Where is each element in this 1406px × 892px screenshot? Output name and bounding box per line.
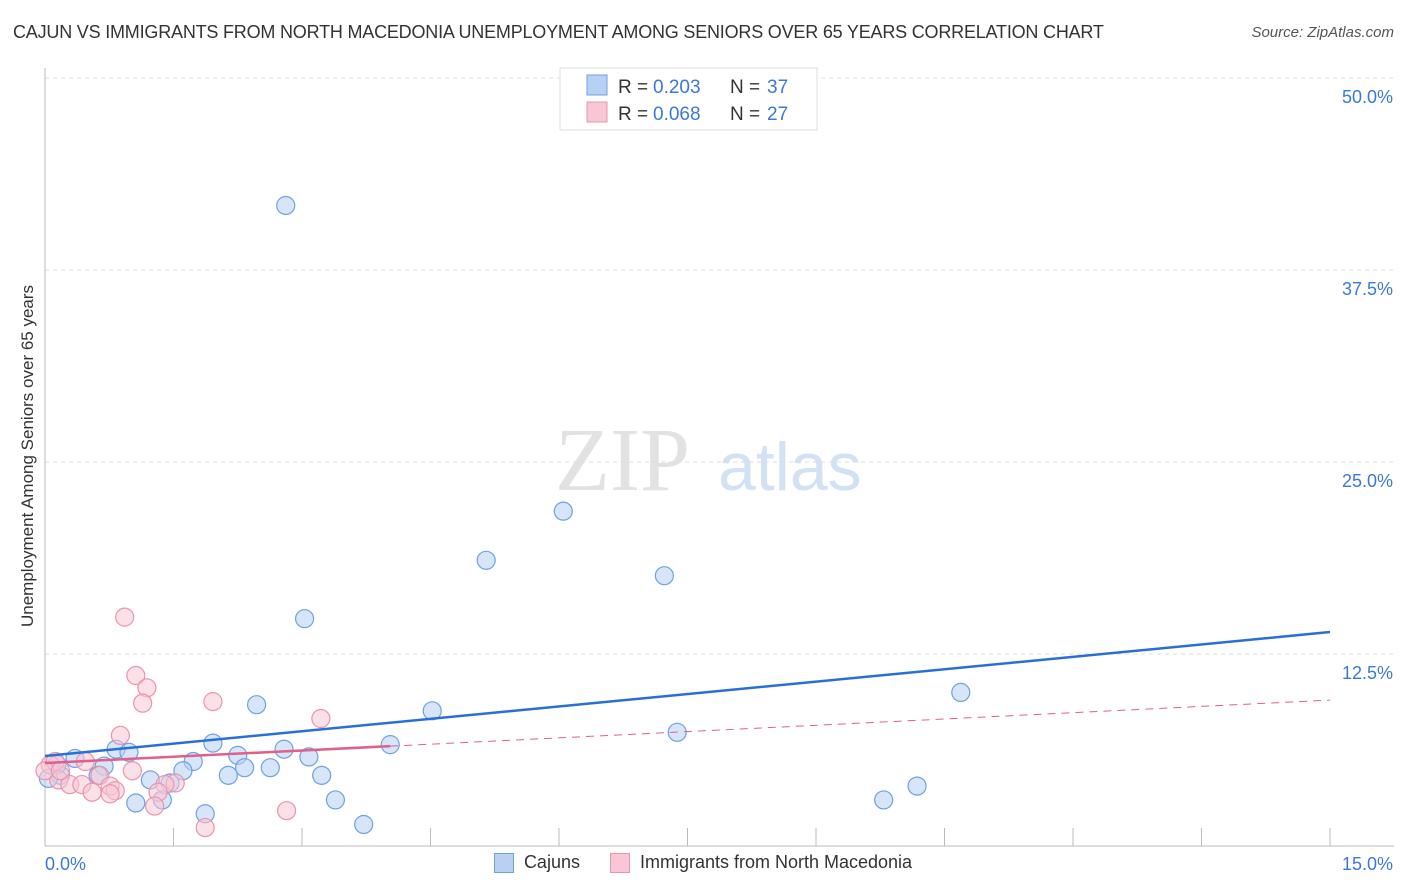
cajuns-point (354, 814, 374, 835)
y-tick-label: 37.5% (1342, 279, 1393, 299)
immigrants-point (115, 607, 135, 627)
bottom-legend: Cajuns Immigrants from North Macedonia (0, 852, 1406, 873)
cajuns-point (312, 765, 332, 785)
immigrants-point (126, 665, 146, 686)
cajuns-point (274, 739, 294, 759)
legend-swatch (586, 101, 608, 123)
watermark-zip: ZIP (555, 411, 690, 510)
y-axis-label: Unemployment Among Seniors over 65 years (18, 285, 37, 627)
immigrants-point (203, 692, 223, 712)
y-tick-label: 12.5% (1342, 663, 1393, 683)
legend-label: Immigrants from North Macedonia (639, 852, 913, 872)
immigrants-point (311, 708, 331, 729)
immigrants-point (100, 784, 120, 804)
legend-label: Cajuns (523, 852, 580, 872)
cajuns-point (235, 758, 255, 778)
cajuns-point (654, 566, 674, 586)
watermark-atlas: atlas (718, 429, 862, 505)
cajuns-point (874, 790, 894, 810)
y-tick-label: 25.0% (1342, 471, 1393, 491)
cajuns-point (553, 501, 573, 521)
cajuns-swatch (493, 852, 514, 873)
chart-title: CAJUN VS IMMIGRANTS FROM NORTH MACEDONIA… (13, 22, 1104, 42)
source-label: Source: ZipAtlas.com (1251, 24, 1394, 41)
immigrants-point (195, 817, 215, 838)
x-tick-label: 15.0% (1342, 854, 1393, 874)
legend-n-value: 37 (767, 77, 788, 98)
legend-item-immigrants[interactable]: Immigrants from North Macedonia (609, 852, 913, 873)
cajuns-point (380, 735, 400, 755)
cajuns-point (126, 793, 146, 813)
legend-n-label: N = (730, 104, 760, 125)
legend-r-label: R = (618, 77, 648, 98)
immigrants-trend-extension (390, 699, 1331, 747)
cajuns-point (476, 550, 496, 570)
cajuns-point (299, 747, 319, 767)
cajuns-point (907, 776, 927, 796)
legend-swatch (586, 74, 608, 96)
legend-n-value: 27 (767, 104, 788, 125)
cajuns-trend-line (44, 630, 1331, 758)
immigrants-point (50, 761, 71, 781)
cajuns-point (951, 682, 971, 703)
immigrants-point (133, 693, 153, 713)
x-tick-label: 0.0% (45, 854, 86, 874)
cajuns-point (294, 609, 315, 629)
immigrants-point (122, 761, 142, 781)
cajuns-point (203, 733, 223, 753)
immigrants-point (110, 725, 130, 746)
immigrants-point (145, 796, 165, 816)
immigrants-swatch (609, 852, 630, 873)
cajuns-point (246, 695, 267, 715)
y-tick-label: 50.0% (1342, 87, 1393, 107)
legend-n-label: N = (730, 77, 760, 98)
immigrants-point (276, 801, 297, 821)
legend-item-cajuns[interactable]: Cajuns (493, 852, 580, 873)
legend-r-label: R = (618, 104, 648, 125)
cajuns-point (276, 195, 296, 216)
legend-r-value: 0.068 (653, 104, 701, 125)
cajuns-point (260, 758, 280, 778)
immigrants-point (82, 782, 102, 802)
cajuns-point (325, 790, 346, 810)
immigrants-trend-line (44, 744, 391, 765)
legend-r-value: 0.203 (653, 77, 701, 98)
cajuns-point (218, 765, 238, 785)
